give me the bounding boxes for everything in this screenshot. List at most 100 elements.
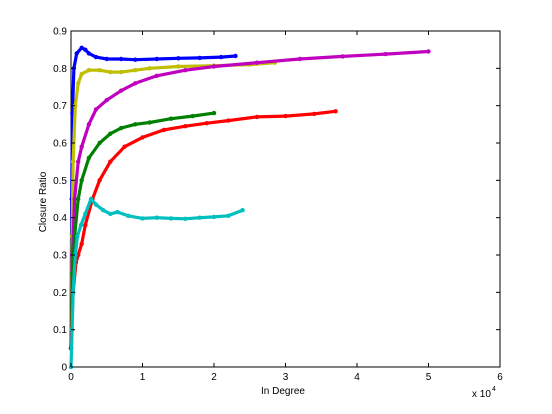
data-point	[86, 155, 92, 161]
data-point	[79, 241, 84, 246]
y-tick-label: 0.5	[53, 176, 67, 187]
series-line	[69, 111, 216, 350]
data-point	[133, 122, 138, 127]
series-3	[68, 49, 431, 351]
data-point	[79, 144, 84, 149]
data-point	[93, 107, 99, 112]
data-point	[104, 56, 110, 62]
data-point	[93, 54, 99, 60]
data-point	[154, 56, 159, 62]
data-point	[333, 109, 338, 114]
data-point	[218, 54, 224, 60]
data-point	[197, 215, 202, 220]
data-point	[73, 103, 78, 108]
data-point	[70, 159, 76, 164]
data-point	[97, 140, 102, 146]
data-point	[76, 159, 81, 164]
x-tick-label: 0	[68, 372, 74, 383]
data-point	[226, 213, 231, 218]
data-point	[108, 211, 113, 217]
data-point	[147, 120, 152, 125]
y-tick-label: 0	[61, 363, 67, 374]
data-point	[83, 211, 88, 217]
data-point	[168, 116, 174, 121]
series-line	[69, 49, 431, 350]
series-1	[68, 45, 238, 351]
data-point	[226, 118, 231, 123]
data-point	[79, 71, 84, 77]
data-point	[254, 114, 260, 120]
data-point	[383, 51, 388, 57]
x-tick-label: 3	[283, 372, 289, 383]
y-tick-label: 0.6	[53, 139, 67, 150]
x-tick-label: 2	[211, 372, 217, 383]
data-point	[154, 73, 159, 79]
data-point	[168, 216, 174, 221]
data-point	[78, 222, 84, 228]
data-point	[93, 202, 99, 207]
y-tick-label: 0.4	[53, 213, 67, 224]
data-point	[118, 56, 124, 62]
data-point	[118, 125, 124, 131]
data-point	[115, 209, 120, 215]
data-point	[211, 214, 217, 220]
x-tick-label: 1	[140, 372, 146, 383]
y-tick-label: 0.9	[53, 27, 67, 38]
y-tick-label: 0.1	[53, 325, 67, 336]
data-point	[126, 213, 131, 218]
data-point	[86, 51, 92, 56]
data-point	[79, 178, 84, 183]
y-tick-label: 0.8	[53, 64, 67, 75]
data-point	[311, 111, 317, 117]
data-point	[88, 196, 94, 202]
data-point	[133, 81, 138, 86]
y-axis-label: Closure Ratio	[38, 171, 49, 232]
x-tick-label: 5	[426, 372, 432, 383]
data-point	[147, 66, 152, 71]
data-point	[211, 64, 217, 69]
data-point	[240, 208, 245, 213]
data-point	[140, 216, 145, 221]
plot-area	[70, 30, 501, 368]
data-point	[97, 68, 102, 73]
data-point	[154, 215, 159, 220]
data-point	[75, 234, 80, 239]
x-tick-label: 4	[354, 372, 360, 383]
data-point	[161, 127, 167, 133]
data-point	[283, 113, 288, 119]
data-point	[101, 208, 106, 213]
y-tick-label: 0.2	[53, 288, 67, 299]
data-point	[133, 68, 138, 73]
x-tick-label: 6	[497, 372, 503, 383]
data-point	[86, 68, 92, 73]
data-point	[76, 196, 81, 202]
y-tick-label: 0.3	[53, 251, 67, 262]
plot-frame	[70, 30, 501, 368]
series-line	[69, 61, 277, 350]
data-point	[183, 68, 188, 73]
axis-ticks: 0 1 2 3 4 5 6 0 0.1 0.2 0.3 0.4 0.5 0.6 0.7 0.8 0.9	[53, 27, 503, 384]
data-point	[118, 88, 124, 93]
data-point	[74, 51, 79, 56]
data-point	[83, 222, 88, 228]
data-point	[76, 81, 81, 86]
data-point	[122, 144, 127, 149]
data-point	[297, 56, 302, 62]
x-axis-label: In Degree	[261, 386, 305, 397]
x-axis-multiplier-exponent: 4	[492, 386, 496, 393]
data-point	[140, 135, 145, 140]
data-point	[108, 131, 113, 136]
data-point	[204, 121, 209, 126]
data-point	[176, 56, 181, 61]
series-6	[68, 196, 245, 370]
data-point	[108, 69, 113, 75]
data-point	[233, 53, 238, 59]
series-layer	[68, 45, 431, 370]
data-point	[104, 97, 110, 103]
data-point	[190, 113, 195, 119]
data-point	[133, 57, 138, 62]
y-tick-label: 0.7	[53, 101, 67, 112]
data-point	[72, 196, 77, 202]
data-point	[426, 49, 431, 54]
